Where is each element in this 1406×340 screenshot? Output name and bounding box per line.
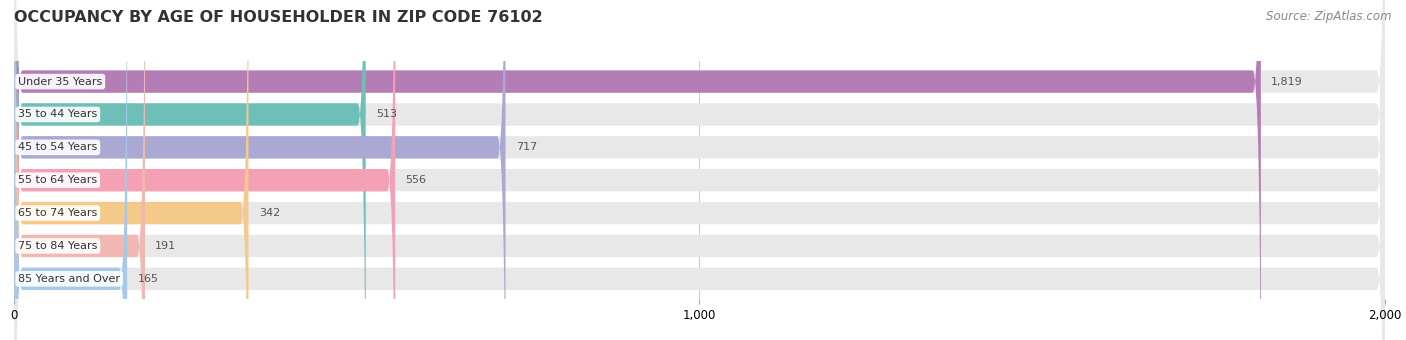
- Text: 85 Years and Over: 85 Years and Over: [18, 274, 120, 284]
- Text: 513: 513: [375, 109, 396, 119]
- FancyBboxPatch shape: [14, 0, 366, 340]
- FancyBboxPatch shape: [14, 0, 1385, 340]
- Text: 35 to 44 Years: 35 to 44 Years: [18, 109, 97, 119]
- Text: 165: 165: [138, 274, 159, 284]
- FancyBboxPatch shape: [14, 0, 506, 340]
- FancyBboxPatch shape: [14, 0, 249, 340]
- Text: 65 to 74 Years: 65 to 74 Years: [18, 208, 97, 218]
- FancyBboxPatch shape: [14, 0, 1385, 340]
- FancyBboxPatch shape: [14, 0, 1385, 340]
- Text: 55 to 64 Years: 55 to 64 Years: [18, 175, 97, 185]
- Text: 191: 191: [155, 241, 176, 251]
- FancyBboxPatch shape: [14, 0, 395, 340]
- Text: 1,819: 1,819: [1271, 76, 1303, 87]
- Text: Under 35 Years: Under 35 Years: [18, 76, 103, 87]
- FancyBboxPatch shape: [14, 0, 1385, 340]
- FancyBboxPatch shape: [14, 0, 127, 340]
- Text: 75 to 84 Years: 75 to 84 Years: [18, 241, 97, 251]
- Text: 717: 717: [516, 142, 537, 152]
- FancyBboxPatch shape: [14, 0, 145, 340]
- Text: 556: 556: [405, 175, 426, 185]
- Text: OCCUPANCY BY AGE OF HOUSEHOLDER IN ZIP CODE 76102: OCCUPANCY BY AGE OF HOUSEHOLDER IN ZIP C…: [14, 10, 543, 25]
- Text: 45 to 54 Years: 45 to 54 Years: [18, 142, 97, 152]
- FancyBboxPatch shape: [14, 0, 1385, 340]
- Text: Source: ZipAtlas.com: Source: ZipAtlas.com: [1267, 10, 1392, 23]
- Text: 342: 342: [259, 208, 280, 218]
- FancyBboxPatch shape: [14, 0, 1385, 340]
- FancyBboxPatch shape: [14, 0, 1261, 340]
- FancyBboxPatch shape: [14, 0, 1385, 340]
